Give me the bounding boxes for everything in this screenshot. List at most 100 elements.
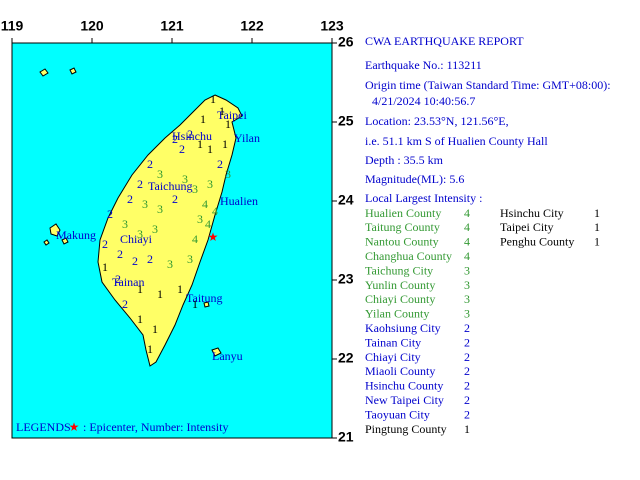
intensity-value: 2 — [464, 407, 470, 421]
intensity-value: 3 — [464, 278, 470, 292]
station-intensity: 3 — [122, 217, 128, 231]
city-label: Hualien — [220, 194, 258, 208]
intensity-value: 1 — [594, 220, 600, 234]
intensity-value: 2 — [464, 364, 470, 378]
lon-tick-label: 123 — [320, 18, 344, 34]
station-intensity: 2 — [132, 254, 138, 268]
lat-tick-label: 26 — [338, 34, 354, 50]
intensity-value: 1 — [594, 235, 600, 249]
station-intensity: 2 — [179, 142, 185, 156]
intensity-name: Hsinchu City — [500, 206, 564, 220]
station-intensity: 2 — [127, 192, 133, 206]
report-line: Magnitude(ML): 5.6 — [365, 172, 464, 186]
lon-tick-label: 122 — [240, 18, 264, 34]
legend-title: LEGENDS — [16, 420, 71, 434]
intensity-name: Tainan City — [365, 335, 421, 349]
station-intensity: 4 — [192, 232, 198, 246]
station-intensity: 2 — [172, 132, 178, 146]
station-intensity: 2 — [102, 237, 108, 251]
city-label: Taipei — [217, 108, 247, 122]
station-intensity: 3 — [187, 252, 193, 266]
city-label: Yilan — [234, 131, 260, 145]
station-intensity: 3 — [192, 182, 198, 196]
intensity-name: Miaoli County — [365, 364, 435, 378]
intensity-value: 1 — [464, 422, 470, 436]
station-intensity: 1 — [177, 282, 183, 296]
legend-star: ★ — [69, 420, 80, 434]
intensity-value: 4 — [464, 249, 470, 263]
intensity-name: Hualien County — [365, 206, 441, 220]
intensity-name: Yilan County — [365, 307, 429, 321]
intensity-value: 1 — [594, 206, 600, 220]
lon-tick-label: 119 — [1, 18, 24, 34]
station-intensity: 2 — [115, 272, 121, 286]
intensity-value: 4 — [464, 220, 470, 234]
intensity-value: 3 — [464, 292, 470, 306]
epicenter: ★ — [208, 230, 219, 244]
station-intensity: 2 — [147, 157, 153, 171]
station-intensity: 3 — [182, 172, 188, 186]
station-intensity: 3 — [137, 227, 143, 241]
lon-tick-label: 120 — [80, 18, 104, 34]
intensity-name: Chiayi County — [365, 292, 435, 306]
taiwan-island — [97, 94, 243, 367]
lat-tick-label: 21 — [338, 429, 354, 445]
station-intensity: 1 — [147, 342, 153, 356]
station-intensity: 3 — [167, 257, 173, 271]
report-line: Depth : 35.5 km — [365, 153, 444, 167]
city-label: Chiayi — [120, 232, 153, 246]
intensity-name: Yunlin County — [365, 278, 435, 292]
city-label: Lanyu — [212, 349, 243, 363]
station-intensity: 2 — [122, 297, 128, 311]
city-label: Taichung — [148, 179, 192, 193]
intensity-name: Taichung City — [365, 263, 433, 277]
station-intensity: 2 — [187, 127, 193, 141]
intensity-value: 2 — [464, 379, 470, 393]
station-intensity: 1 — [137, 282, 143, 296]
intensity-value: 2 — [464, 335, 470, 349]
station-intensity: 3 — [197, 212, 203, 226]
intensity-value: 2 — [464, 350, 470, 364]
intensity-value: 4 — [464, 235, 470, 249]
city-label: Tainan — [112, 275, 144, 289]
report-line: Origin time (Taiwan Standard Time: GMT+0… — [365, 78, 611, 92]
intensity-value: 2 — [464, 393, 470, 407]
intensity-name: Chiayi City — [365, 350, 421, 364]
station-intensity: 4 — [202, 197, 208, 211]
station-intensity: 3 — [152, 222, 158, 236]
station-intensity: 2 — [147, 252, 153, 266]
station-intensity: 1 — [157, 287, 163, 301]
intensity-name: Taipei City — [500, 220, 553, 234]
intensity-name: Changhua County — [365, 249, 452, 263]
report-line: Location: 23.53°N, 121.56°E, — [365, 114, 509, 128]
intensity-name: New Taipei City — [365, 393, 444, 407]
intensity-name: Nantou County — [365, 235, 439, 249]
intensity-name: Taitung County — [365, 220, 440, 234]
station-intensity: 4 — [212, 204, 218, 218]
intensity-name: Taoyuan City — [365, 407, 430, 421]
station-intensity: 1 — [222, 137, 228, 151]
intensity-value: 4 — [464, 206, 470, 220]
station-intensity: 2 — [172, 192, 178, 206]
station-intensity: 1 — [197, 137, 203, 151]
intensity-name: Penghu County — [500, 235, 574, 249]
lat-tick-label: 25 — [338, 113, 354, 129]
report-line: i.e. 51.1 km S of Hualien County Hall — [365, 134, 548, 148]
station-intensity: 2 — [217, 157, 223, 171]
station-intensity: 1 — [225, 117, 231, 131]
station-intensity: 3 — [157, 167, 163, 181]
station-intensity: 3 — [142, 197, 148, 211]
station-intensity: 1 — [192, 297, 198, 311]
lat-tick-label: 24 — [338, 192, 354, 208]
city-label: Hsinchu — [172, 129, 212, 143]
station-intensity: 1 — [137, 312, 143, 326]
intensity-name: Hsinchu County — [365, 379, 443, 393]
station-intensity: 1 — [102, 260, 108, 274]
report-line: Earthquake No.: 113211 — [365, 58, 482, 72]
station-intensity: 2 — [137, 177, 143, 191]
legend-text: : Epicenter, Number: Intensity — [83, 420, 228, 434]
report-line: 4/21/2024 10:40:56.7 — [372, 94, 475, 108]
intensity-name: Kaohsiung City — [365, 321, 441, 335]
intensity-value: 3 — [464, 307, 470, 321]
